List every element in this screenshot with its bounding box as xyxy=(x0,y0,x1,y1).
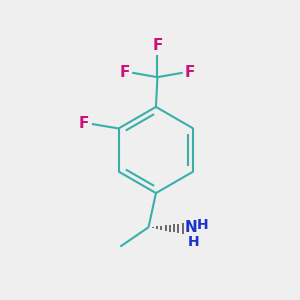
Text: F: F xyxy=(185,65,195,80)
Text: F: F xyxy=(79,116,89,131)
Text: H: H xyxy=(197,218,208,232)
Text: F: F xyxy=(152,38,163,52)
Text: N: N xyxy=(184,220,197,235)
Text: F: F xyxy=(119,65,130,80)
Text: H: H xyxy=(188,235,200,249)
